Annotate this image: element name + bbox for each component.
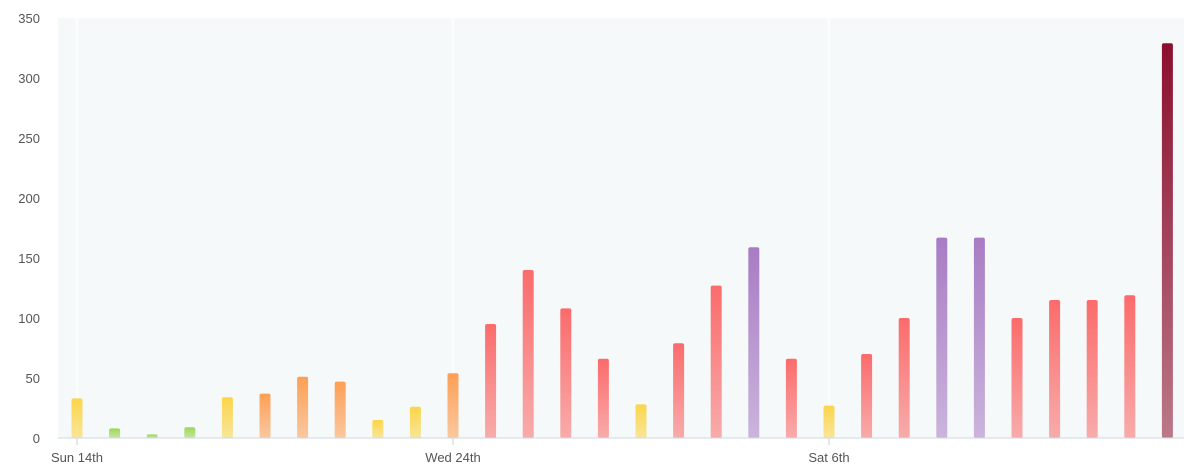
bar[interactable] xyxy=(673,343,685,438)
y-axis: 0 50 100 150 200 250 300 350 xyxy=(18,11,40,446)
bar[interactable] xyxy=(1086,300,1098,438)
bar[interactable] xyxy=(936,237,948,438)
y-tick-label: 50 xyxy=(26,371,40,386)
y-tick-label: 300 xyxy=(18,71,40,86)
bar[interactable] xyxy=(1011,318,1023,438)
bar[interactable] xyxy=(184,427,196,438)
bar[interactable] xyxy=(823,405,835,438)
bar[interactable] xyxy=(560,308,572,438)
bars xyxy=(71,43,1173,438)
bar[interactable] xyxy=(1124,295,1136,438)
bar[interactable] xyxy=(597,358,609,438)
bar[interactable] xyxy=(334,381,346,438)
bar[interactable] xyxy=(146,434,158,438)
bar[interactable] xyxy=(785,358,797,438)
bar[interactable] xyxy=(710,285,722,438)
y-tick-label: 250 xyxy=(18,131,40,146)
x-tick-label: Sat 6th xyxy=(808,450,849,465)
y-tick-label: 100 xyxy=(18,311,40,326)
bar[interactable] xyxy=(109,428,121,438)
bar[interactable] xyxy=(447,373,459,438)
bar[interactable] xyxy=(409,406,421,438)
bar[interactable] xyxy=(861,354,873,438)
vertical-gridlines xyxy=(76,18,830,438)
x-tick-label: Sun 14th xyxy=(51,450,103,465)
bar[interactable] xyxy=(748,247,760,438)
y-tick-label: 200 xyxy=(18,191,40,206)
bar[interactable] xyxy=(485,324,497,438)
x-axis: Sun 14th Wed 24th Sat 6th xyxy=(51,438,850,465)
bar[interactable] xyxy=(522,270,534,438)
y-tick-label: 0 xyxy=(33,431,40,446)
bar[interactable] xyxy=(221,397,233,438)
plot-background xyxy=(58,18,1184,438)
bar[interactable] xyxy=(898,318,910,438)
x-tick-label: Wed 24th xyxy=(425,450,480,465)
bar[interactable] xyxy=(372,420,384,438)
bar[interactable] xyxy=(1161,43,1173,438)
bar[interactable] xyxy=(1049,300,1061,438)
y-tick-label: 150 xyxy=(18,251,40,266)
bar[interactable] xyxy=(297,376,309,438)
bar[interactable] xyxy=(635,404,647,438)
bar[interactable] xyxy=(973,237,985,438)
y-tick-label: 350 xyxy=(18,11,40,26)
bar[interactable] xyxy=(71,398,83,438)
bar[interactable] xyxy=(259,393,271,438)
